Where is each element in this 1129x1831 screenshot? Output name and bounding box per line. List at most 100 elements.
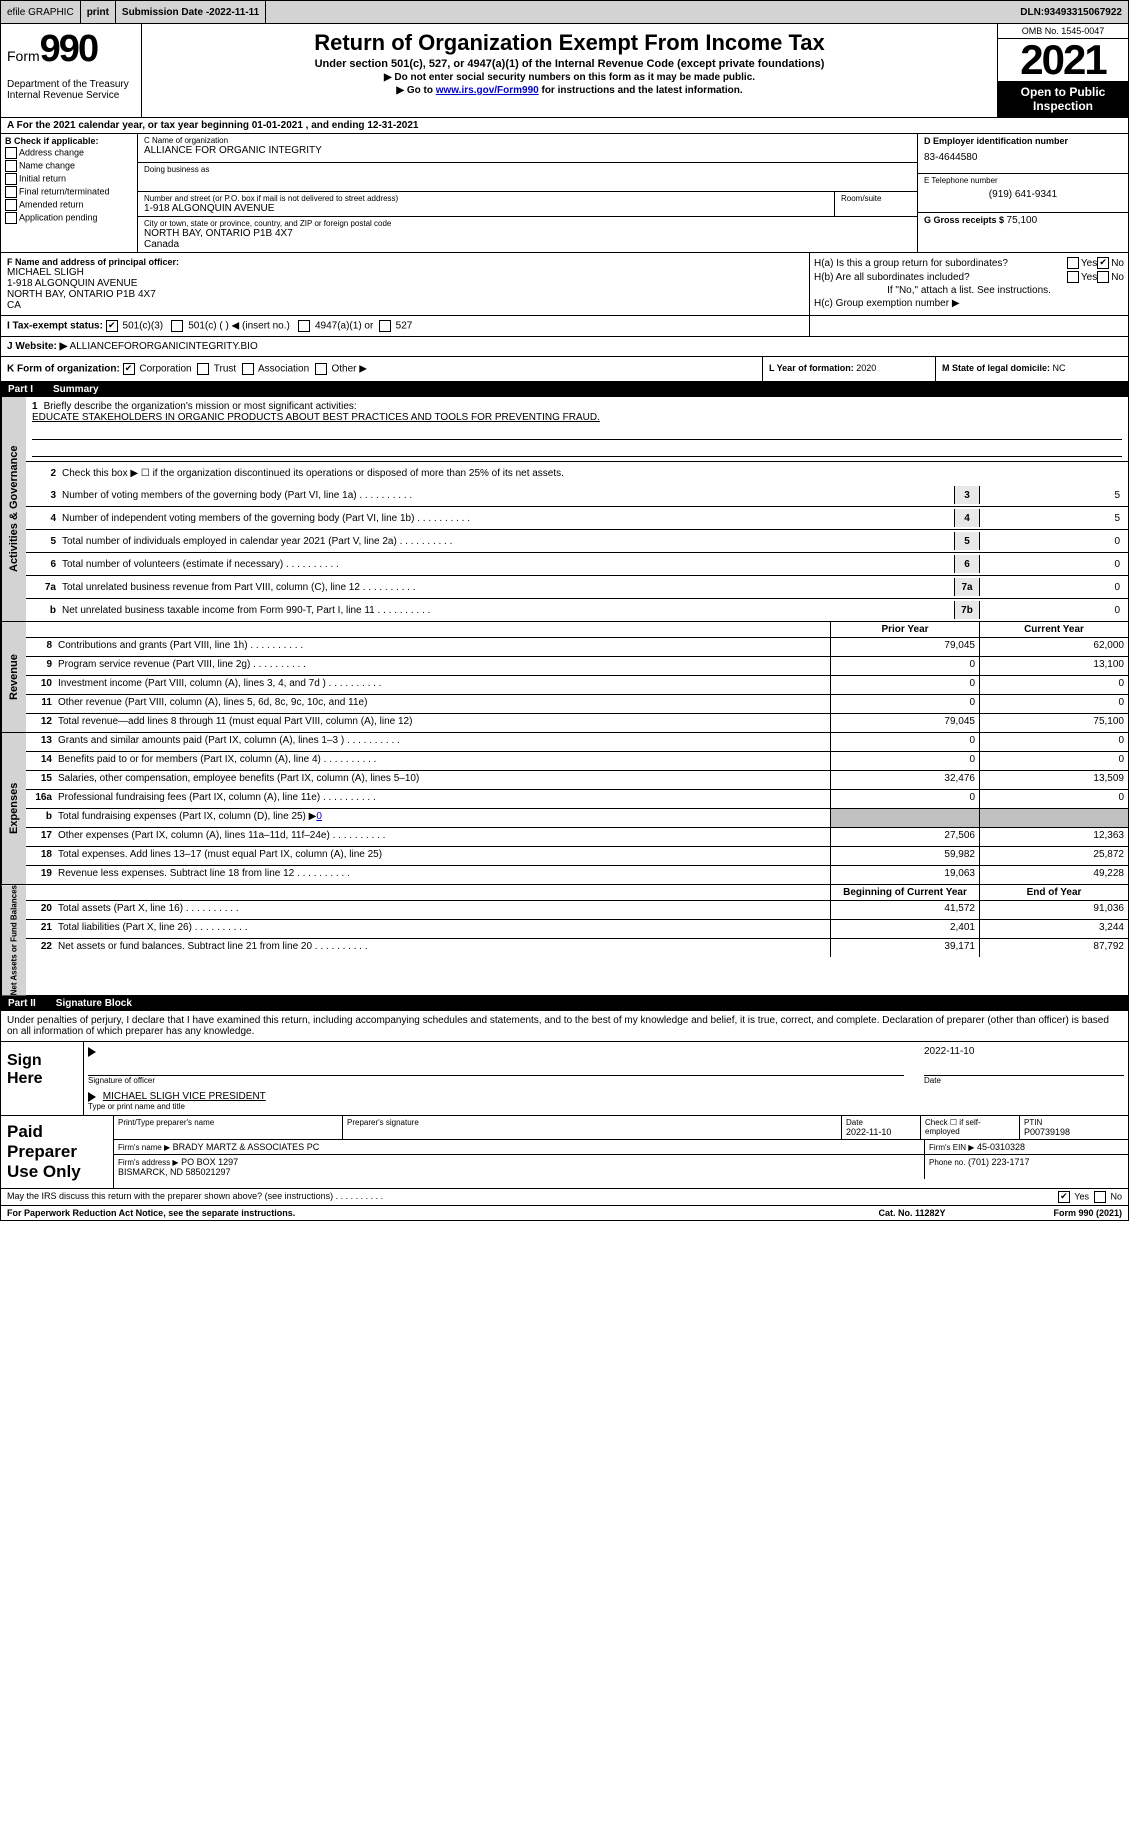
l1-txt: Briefly describe the organization's miss…: [44, 401, 357, 412]
officer-sig-line[interactable]: [88, 1057, 904, 1076]
tel-val: (919) 641-9341: [924, 189, 1122, 200]
net-col-headers: Beginning of Current Year End of Year: [26, 885, 1128, 901]
l11-c: 0: [979, 695, 1128, 713]
ha-no[interactable]: [1097, 257, 1109, 269]
chk-527[interactable]: [379, 320, 391, 332]
h-note: If "No," attach a list. See instructions…: [814, 285, 1124, 296]
line10: 10Investment income (Part VIII, column (…: [26, 676, 1128, 695]
l16a-txt: Professional fundraising fees (Part IX, …: [58, 790, 830, 808]
dba-lbl: Doing business as: [144, 165, 911, 174]
ha-txt: H(a) Is this a group return for subordin…: [814, 258, 1067, 269]
chk-4947[interactable]: [298, 320, 310, 332]
dba-row: Doing business as: [138, 163, 917, 192]
ein-lbl: D Employer identification number: [924, 136, 1122, 146]
side-expenses: Expenses: [1, 733, 26, 884]
chk-trust[interactable]: [197, 363, 209, 375]
l5-txt: Total number of individuals employed in …: [62, 536, 954, 547]
l21-txt: Total liabilities (Part X, line 26): [58, 920, 830, 938]
firm-addr-cell: Firm's address ▶ PO BOX 1297 BISMARCK, N…: [114, 1155, 925, 1179]
print-label: print: [87, 7, 109, 18]
m-val: NC: [1053, 363, 1066, 373]
a4947-lbl: 4947(a)(1) or: [315, 321, 373, 332]
l9-p: 0: [830, 657, 979, 675]
city-lbl: City or town, state or province, country…: [144, 219, 911, 228]
l12-p: 79,045: [830, 714, 979, 732]
section-i: I Tax-exempt status: 501(c)(3) 501(c) ( …: [0, 316, 1129, 337]
chk-assoc[interactable]: [242, 363, 254, 375]
assoc-lbl: Association: [258, 364, 309, 375]
sig-date: 2022-11-10: [924, 1046, 1124, 1057]
k-lbl: K Form of organization:: [7, 364, 120, 375]
submission-date: Submission Date - 2022-11-11: [116, 1, 266, 23]
l9-c: 13,100: [979, 657, 1128, 675]
side-governance: Activities & Governance: [1, 397, 26, 621]
l6-val: 0: [980, 559, 1124, 570]
l-val: 2020: [856, 363, 876, 373]
goto-post: for instructions and the latest informat…: [539, 85, 743, 96]
officer-name: MICHAEL SLIGH: [7, 267, 803, 278]
chk-other[interactable]: [315, 363, 327, 375]
l4-val: 5: [980, 513, 1124, 524]
chk-corp[interactable]: [123, 363, 135, 375]
arrow-icon: [88, 1092, 96, 1102]
col-c: C Name of organization ALLIANCE FOR ORGA…: [138, 134, 917, 252]
print-btn[interactable]: print: [81, 1, 116, 23]
side-revenue: Revenue: [1, 622, 26, 732]
ptin-lbl: PTIN: [1024, 1118, 1124, 1127]
officer-addr: 1-918 ALGONQUIN AVENUE NORTH BAY, ONTARI…: [7, 278, 803, 311]
mission-text: EDUCATE STAKEHOLDERS IN ORGANIC PRODUCTS…: [32, 412, 1122, 423]
note-ssn: ▶ Do not enter social security numbers o…: [146, 72, 993, 83]
l8-c: 62,000: [979, 638, 1128, 656]
discuss-yes[interactable]: [1058, 1191, 1070, 1203]
l7a-val: 0: [980, 582, 1124, 593]
gross-val: 75,100: [1007, 215, 1038, 226]
l20-txt: Total assets (Part X, line 16): [58, 901, 830, 919]
l8-txt: Contributions and grants (Part VIII, lin…: [58, 638, 830, 656]
blank-line: [32, 425, 1122, 440]
chk-pending[interactable]: Application pending: [5, 212, 133, 224]
l20-p: 41,572: [830, 901, 979, 919]
header-center: Return of Organization Exempt From Incom…: [142, 24, 997, 117]
l4-txt: Number of independent voting members of …: [62, 513, 954, 524]
chk-lbl: Name change: [19, 160, 75, 170]
l14-p: 0: [830, 752, 979, 770]
hb-row: H(b) Are all subordinates included?Yes N…: [814, 271, 1124, 283]
dln-lbl: DLN:: [1020, 7, 1044, 18]
discuss-no[interactable]: [1094, 1191, 1106, 1203]
l8-p: 79,045: [830, 638, 979, 656]
line16a: 16aProfessional fundraising fees (Part I…: [26, 790, 1128, 809]
chk-initial[interactable]: Initial return: [5, 173, 133, 185]
chk-lbl: Address change: [19, 147, 84, 157]
irs-link[interactable]: www.irs.gov/Form990: [436, 85, 539, 96]
discuss-row: May the IRS discuss this return with the…: [0, 1189, 1129, 1206]
l16b-p: [830, 809, 979, 827]
chk-name[interactable]: Name change: [5, 160, 133, 172]
l16b-val: 0: [316, 811, 322, 822]
chk-501c3[interactable]: [106, 320, 118, 332]
cat-no: Cat. No. 11282Y: [842, 1208, 982, 1218]
hb-yes[interactable]: [1067, 271, 1079, 283]
l2-txt: Check this box ▶ ☐ if the organization d…: [62, 468, 1124, 479]
chk-501c[interactable]: [171, 320, 183, 332]
col-headers: Prior Year Current Year: [26, 622, 1128, 638]
efile-graphic-btn[interactable]: efile GRAPHIC: [1, 1, 81, 23]
chk-address[interactable]: Address change: [5, 147, 133, 159]
other-lbl: Other ▶: [331, 364, 366, 375]
l15-txt: Salaries, other compensation, employee b…: [58, 771, 830, 789]
header-right: OMB No. 1545-0047 2021 Open to Public In…: [997, 24, 1128, 117]
chk-final[interactable]: Final return/terminated: [5, 186, 133, 198]
chk-amended[interactable]: Amended return: [5, 199, 133, 211]
part2-header: Part II Signature Block: [0, 996, 1129, 1011]
room-lbl: Room/suite: [841, 194, 911, 203]
ha-yes[interactable]: [1067, 257, 1079, 269]
sign-here-block: Sign Here Signature of officer 2022-11-1…: [0, 1042, 1129, 1116]
paid-preparer-label: Paid Preparer Use Only: [1, 1116, 114, 1188]
hb-no[interactable]: [1097, 271, 1109, 283]
prep-date-cell: Date2022-11-10: [842, 1116, 921, 1139]
i-lbl: I Tax-exempt status:: [7, 321, 103, 332]
exp-body: 13Grants and similar amounts paid (Part …: [26, 733, 1128, 884]
sig-intro: Under penalties of perjury, I declare th…: [0, 1011, 1129, 1042]
trust-lbl: Trust: [214, 364, 236, 375]
l-lbl: L Year of formation:: [769, 363, 856, 373]
pt-lbl: Print/Type preparer's name: [118, 1118, 338, 1127]
